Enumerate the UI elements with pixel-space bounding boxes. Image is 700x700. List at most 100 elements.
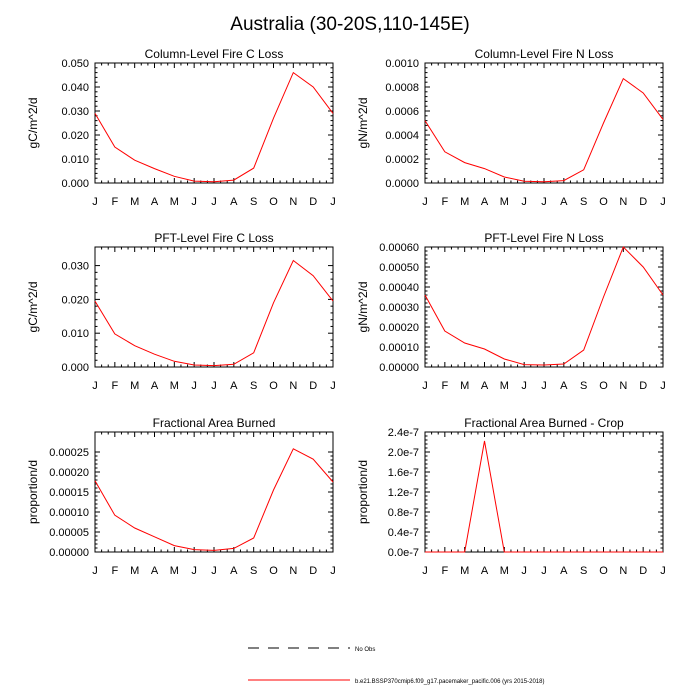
x-tick-label: J <box>211 380 217 392</box>
y-tick-label: 0.0010 <box>385 58 419 70</box>
x-tick-label: D <box>639 565 647 577</box>
y-tick-label: 0.00015 <box>49 487 89 499</box>
y-tick-label: 2.4e-7 <box>388 427 419 439</box>
panel-title: Fractional Area Burned - Crop <box>464 416 624 430</box>
y-tick-label: 0.020 <box>61 294 89 306</box>
x-tick-label: A <box>481 196 489 208</box>
y-tick-label: 0.00010 <box>49 507 89 519</box>
x-tick-label: M <box>170 380 179 392</box>
x-tick-label: M <box>500 380 509 392</box>
x-tick-label: A <box>481 380 489 392</box>
x-tick-label: J <box>211 565 217 577</box>
x-tick-label: J <box>541 196 547 208</box>
x-tick-label: J <box>660 380 666 392</box>
x-tick-label: O <box>269 380 278 392</box>
y-tick-label: 0.040 <box>61 82 89 94</box>
y-tick-label: 0.010 <box>61 328 89 340</box>
y-tick-label: 0.0e-7 <box>388 547 419 559</box>
y-tick-label: 2.0e-7 <box>388 447 419 459</box>
x-tick-label: J <box>191 565 197 577</box>
x-tick-label: O <box>599 565 608 577</box>
x-tick-label: S <box>580 380 587 392</box>
x-tick-label: S <box>580 565 587 577</box>
x-tick-label: M <box>130 565 139 577</box>
y-tick-label: 0.020 <box>61 130 89 142</box>
x-tick-label: F <box>441 380 448 392</box>
x-tick-label: D <box>309 380 317 392</box>
x-tick-label: F <box>111 565 118 577</box>
x-tick-label: J <box>191 196 197 208</box>
x-tick-label: F <box>111 196 118 208</box>
x-tick-label: J <box>330 380 336 392</box>
x-tick-label: S <box>250 565 257 577</box>
y-tick-label: 1.6e-7 <box>388 467 419 479</box>
y-tick-label: 0.00010 <box>379 342 419 354</box>
y-tick-label: 0.00040 <box>379 282 419 294</box>
x-tick-label: S <box>250 380 257 392</box>
panel-frame <box>94 431 334 553</box>
series-line <box>94 71 334 183</box>
panel-frame <box>424 246 664 368</box>
x-tick-label: M <box>170 565 179 577</box>
x-tick-label: A <box>151 565 159 577</box>
x-tick-label: N <box>289 380 297 392</box>
x-tick-label: J <box>330 196 336 208</box>
panel-title: Fractional Area Burned <box>153 416 276 430</box>
y-axis-label: gN/m^2/d <box>356 98 370 149</box>
x-tick-label: D <box>309 196 317 208</box>
x-tick-label: A <box>560 196 568 208</box>
series-line <box>424 77 664 183</box>
legend-obs-label: No Obs <box>355 647 375 653</box>
y-tick-label: 0.030 <box>61 261 89 273</box>
x-tick-label: J <box>422 380 428 392</box>
x-tick-label: A <box>481 565 489 577</box>
series-line <box>94 259 334 367</box>
x-tick-label: J <box>92 565 98 577</box>
y-tick-label: 0.00020 <box>49 467 89 479</box>
y-tick-label: 0.0008 <box>385 82 419 94</box>
x-tick-label: O <box>599 196 608 208</box>
x-tick-label: N <box>289 565 297 577</box>
y-tick-label: 0.00025 <box>49 447 89 459</box>
y-tick-label: 0.00000 <box>379 362 419 374</box>
panel-title: Column-Level Fire C Loss <box>145 47 284 61</box>
x-tick-label: M <box>130 380 139 392</box>
y-tick-label: 0.00030 <box>379 302 419 314</box>
x-tick-label: J <box>521 196 527 208</box>
x-tick-label: J <box>211 196 217 208</box>
x-tick-label: J <box>191 380 197 392</box>
y-tick-label: 0.00005 <box>49 527 89 539</box>
x-tick-label: J <box>92 380 98 392</box>
y-axis-label: gN/m^2/d <box>356 282 370 333</box>
y-tick-label: 0.050 <box>61 58 89 70</box>
y-tick-label: 0.00000 <box>49 547 89 559</box>
x-tick-label: N <box>619 380 627 392</box>
x-tick-label: A <box>230 196 238 208</box>
y-tick-label: 0.00050 <box>379 262 419 274</box>
x-tick-label: M <box>460 196 469 208</box>
x-tick-label: A <box>230 380 238 392</box>
x-tick-label: A <box>560 565 568 577</box>
x-tick-label: J <box>521 565 527 577</box>
x-tick-label: F <box>441 196 448 208</box>
x-tick-label: F <box>111 380 118 392</box>
y-tick-label: 0.000 <box>61 362 89 374</box>
x-tick-label: M <box>460 380 469 392</box>
y-tick-label: 0.000 <box>61 178 89 190</box>
x-tick-label: S <box>580 196 587 208</box>
legend-model-label: b.e21.BSSP370cmip6.f09_g17.pacemaker_pac… <box>355 679 544 685</box>
x-tick-label: M <box>500 565 509 577</box>
x-tick-label: J <box>422 196 428 208</box>
x-tick-label: S <box>250 196 257 208</box>
y-axis-label: gC/m^2/d <box>26 282 40 333</box>
panel-frame <box>94 246 334 368</box>
x-tick-label: O <box>599 380 608 392</box>
x-tick-label: N <box>619 565 627 577</box>
x-tick-label: N <box>289 196 297 208</box>
y-tick-label: 0.4e-7 <box>388 527 419 539</box>
panel-title: Column-Level Fire N Loss <box>475 47 614 61</box>
x-tick-label: M <box>500 196 509 208</box>
x-tick-label: J <box>521 380 527 392</box>
